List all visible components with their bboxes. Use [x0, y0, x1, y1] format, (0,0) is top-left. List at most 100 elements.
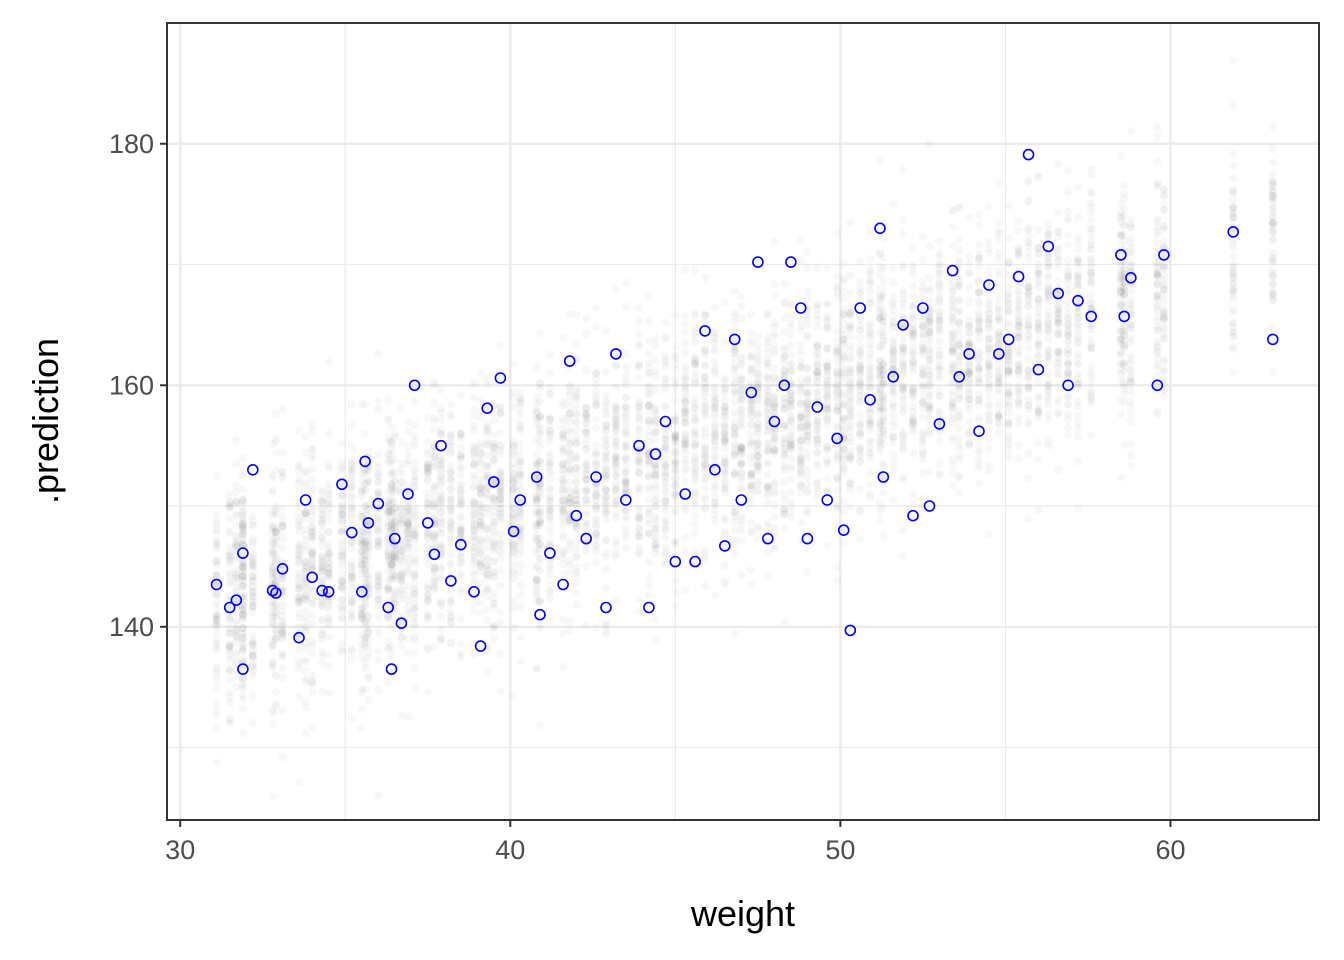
prediction-draw	[226, 579, 234, 587]
prediction-draw	[388, 643, 396, 651]
prediction-draw	[652, 335, 660, 343]
prediction-draw	[483, 616, 491, 624]
prediction-draw	[681, 348, 689, 356]
prediction-draw	[239, 472, 247, 480]
prediction-draw	[711, 335, 719, 343]
prediction-draw	[295, 693, 303, 701]
prediction-draw	[955, 417, 963, 425]
prediction-draw	[490, 625, 498, 633]
prediction-draw	[879, 396, 887, 404]
prediction-draw	[671, 379, 679, 387]
prediction-draw	[823, 265, 831, 273]
prediction-draw	[846, 332, 854, 340]
prediction-draw	[447, 587, 455, 595]
prediction-draw	[364, 478, 372, 486]
prediction-draw	[496, 341, 504, 349]
prediction-draw	[975, 210, 983, 218]
prediction-draw	[661, 527, 669, 535]
prediction-draw	[447, 485, 455, 493]
prediction-draw	[635, 407, 643, 415]
prediction-draw	[899, 262, 907, 270]
prediction-draw	[770, 501, 778, 509]
prediction-draw	[239, 624, 247, 632]
prediction-draw	[411, 580, 419, 588]
prediction-draw	[213, 759, 221, 767]
prediction-draw	[447, 560, 455, 568]
prediction-draw	[348, 484, 356, 492]
prediction-draw	[302, 467, 310, 475]
prediction-draw	[823, 414, 831, 422]
prediction-draw	[975, 448, 983, 456]
prediction-draw	[813, 369, 821, 377]
prediction-draw	[338, 501, 346, 509]
prediction-draw	[239, 454, 247, 462]
prediction-draw	[935, 351, 943, 359]
prediction-draw	[516, 582, 524, 590]
prediction-draw	[711, 591, 719, 599]
prediction-draw	[536, 493, 544, 501]
prediction-draw	[840, 259, 848, 267]
prediction-draw	[470, 380, 478, 388]
prediction-draw	[348, 591, 356, 599]
prediction-draw	[965, 260, 973, 268]
prediction-draw	[879, 254, 887, 262]
prediction-draw	[787, 455, 795, 463]
prediction-draw	[364, 543, 372, 551]
prediction-draw	[645, 559, 653, 567]
prediction-draw	[737, 353, 745, 361]
prediction-draw	[612, 596, 620, 604]
prediction-draw	[995, 365, 1003, 373]
prediction-draw	[889, 496, 897, 504]
prediction-draw	[701, 385, 709, 393]
prediction-draw	[803, 378, 811, 386]
prediction-draw	[572, 490, 580, 498]
prediction-draw	[780, 279, 788, 287]
prediction-draw	[823, 475, 831, 483]
prediction-draw	[671, 474, 679, 482]
prediction-draw	[592, 323, 600, 331]
prediction-draw	[447, 598, 455, 606]
prediction-draw	[424, 612, 432, 620]
prediction-draw	[754, 522, 762, 530]
prediction-draw	[279, 574, 287, 582]
prediction-draw	[737, 469, 745, 477]
prediction-draw	[572, 440, 580, 448]
prediction-draw	[879, 461, 887, 469]
prediction-draw	[325, 504, 333, 512]
prediction-draw	[899, 295, 907, 303]
prediction-draw	[754, 452, 762, 460]
prediction-draw	[516, 404, 524, 412]
prediction-draw	[879, 434, 887, 442]
prediction-draw	[635, 596, 643, 604]
prediction-draw	[935, 338, 943, 346]
prediction-draw	[374, 535, 382, 543]
prediction-draw	[279, 613, 287, 621]
prediction-draw	[995, 228, 1003, 236]
prediction-draw	[909, 331, 917, 339]
prediction-draw	[787, 351, 795, 359]
prediction-draw	[701, 493, 709, 501]
prediction-draw	[361, 430, 369, 438]
prediction-draw	[985, 386, 993, 394]
prediction-draw	[572, 403, 580, 411]
prediction-draw	[652, 386, 660, 394]
prediction-draw	[803, 488, 811, 496]
prediction-draw	[856, 412, 864, 420]
prediction-draw	[213, 643, 221, 651]
prediction-draw	[437, 431, 445, 439]
prediction-draw	[803, 389, 811, 397]
prediction-draw	[797, 327, 805, 335]
prediction-draw	[411, 649, 419, 657]
prediction-draw	[671, 421, 679, 429]
prediction-draw	[747, 311, 755, 319]
prediction-draw	[691, 512, 699, 520]
prediction-draw	[975, 480, 983, 488]
prediction-draw	[711, 397, 719, 405]
prediction-draw	[536, 458, 544, 466]
prediction-draw	[764, 359, 772, 367]
prediction-draw	[272, 438, 280, 446]
prediction-draw	[899, 405, 907, 413]
prediction-draw	[338, 546, 346, 554]
prediction-draw	[711, 480, 719, 488]
prediction-draw	[213, 629, 221, 637]
